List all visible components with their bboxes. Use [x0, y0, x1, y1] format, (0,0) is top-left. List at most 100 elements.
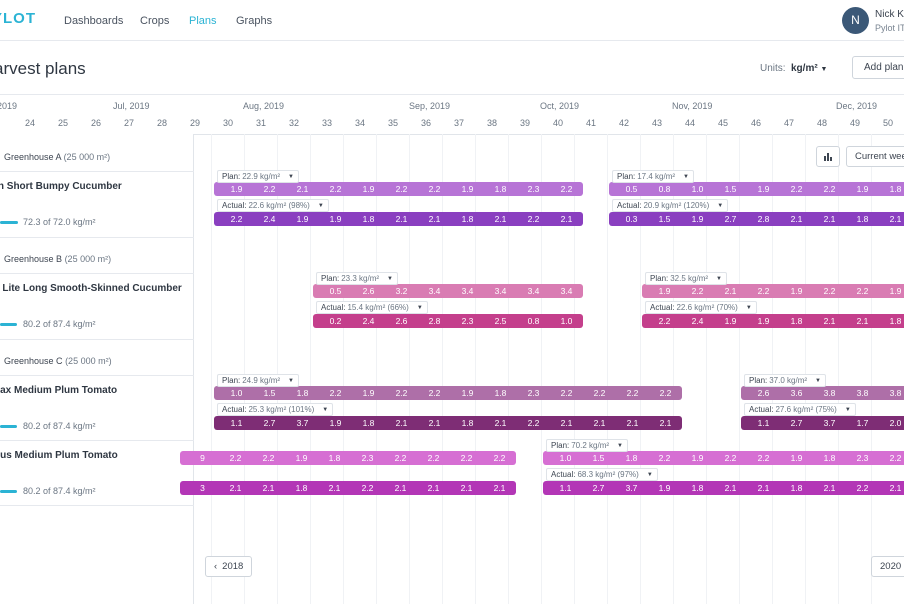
plan-total-dropdown[interactable]: Plan: 22.9 kg/m² ▼ [217, 170, 299, 183]
actual-key: Actual: [617, 201, 642, 210]
actual-bar[interactable]: 0.3 1.5 1.9 2.7 2.8 2.1 2.1 1.8 2.1 [609, 212, 904, 226]
actual-value: 22.6 kg/m² (98%) [248, 201, 310, 210]
bar-cell-value: 1.8 [362, 214, 375, 224]
bar-cell-value: 1.9 [362, 184, 375, 194]
plan-total-dropdown[interactable]: Plan: 32.5 kg/m² ▼ [645, 272, 727, 285]
actual-total-dropdown[interactable]: Actual: 20.9 kg/m² (120%) ▼ [612, 199, 729, 212]
app-logo[interactable]: YLOT [0, 10, 36, 27]
plan-total-dropdown[interactable]: Plan: 70.2 kg/m² ▼ [546, 439, 628, 452]
week-label: 40 [552, 118, 563, 128]
plan-bar[interactable]: 1.9 2.2 2.1 2.2 1.9 2.2 2.2 1.9 [642, 284, 904, 298]
bar-cell-value: 3.4 [527, 286, 540, 296]
actual-bar[interactable]: 0.2 2.4 2.6 2.8 2.3 2.5 0.8 1.0 [313, 314, 583, 328]
actual-bar[interactable]: 1.1 2.7 3.7 1.9 1.8 2.1 2.1 1.8 2.1 2.2 2.1 [543, 481, 904, 495]
bar-cell-value: 2.2 [395, 184, 408, 194]
bar-cell-value: 2.2 [428, 184, 441, 194]
actual-bar[interactable]: 1.1 2.7 3.7 1.9 1.8 2.1 2.1 1.8 2.1 2.2 2.1 2.1 2.1 2… [214, 416, 682, 430]
plan-total-dropdown[interactable]: Plan: 37.0 kg/m² ▼ [744, 374, 826, 387]
bar-cell-value: 2.2 [658, 453, 671, 463]
actual-value: 27.6 kg/m² (75%) [775, 405, 837, 414]
plan-bar[interactable]: 0.5 2.6 3.2 3.4 3.4 3.4 3.4 3.4 [313, 284, 583, 298]
bar-cell-value: 1.8 [691, 483, 704, 493]
bar-cell-value: 1.9 [362, 388, 375, 398]
bar-cell-value: 2.1 [856, 316, 869, 326]
bar-cell-value: 2.6 [362, 286, 375, 296]
caret-down-icon: ▼ [815, 377, 821, 384]
plan-bar[interactable]: 1.9 2.2 2.1 2.2 1.9 2.2 2.2 1.9 1.8 2.3 2.2 [214, 182, 583, 196]
prev-year-label: 2018 [222, 561, 244, 572]
plan-total-dropdown[interactable]: Plan: 24.9 kg/m² ▼ [217, 374, 299, 387]
actual-total-dropdown[interactable]: Actual: 15.4 kg/m² (66%) ▼ [316, 301, 428, 314]
bar-cell-value: 1.9 [296, 214, 309, 224]
bar-cell-value: 1.9 [658, 483, 671, 493]
user-name[interactable]: Nick K. [875, 9, 904, 20]
week-gridline [706, 134, 707, 604]
crop-name[interactable]: nax Medium Plum Tomato [0, 385, 118, 396]
units-select[interactable]: kg/m² ▼ [791, 63, 827, 74]
actual-bar[interactable]: 1.1 2.7 3.7 1.7 2.0 [741, 416, 904, 430]
bar-cell-value: 2.1 [724, 483, 737, 493]
avatar[interactable]: N [842, 7, 869, 34]
timeline-divider [0, 134, 904, 135]
bar-cell-value: 1.8 [790, 483, 803, 493]
plan-value: 37.0 kg/m² [769, 376, 808, 385]
bar-cell-value: 2.1 [560, 214, 573, 224]
plan-bar[interactable]: 9 2.2 2.2 1.9 1.8 2.3 2.2 2.2 2.2 2.2 [180, 451, 516, 465]
actual-total-dropdown[interactable]: Actual: 68.3 kg/m² (97%) ▼ [546, 468, 658, 481]
plan-bar[interactable]: 2.6 3.6 3.8 3.8 3.8 [741, 386, 904, 400]
week-gridline [277, 134, 278, 604]
chart-view-button[interactable] [816, 146, 840, 167]
week-label: 44 [684, 118, 695, 128]
user-org: Pylot IT [875, 23, 904, 33]
actual-total-dropdown[interactable]: Actual: 22.6 kg/m² (98%) ▼ [217, 199, 329, 212]
prev-year-button[interactable]: ‹ 2018 [205, 556, 253, 577]
caret-down-icon: ▼ [683, 173, 689, 180]
bar-cell-value: 2.1 [889, 214, 902, 224]
plan-bar[interactable]: 1.0 1.5 1.8 2.2 1.9 2.2 2.2 1.9 1.8 2.3 2.2 [543, 451, 904, 465]
bar-cell-value: 1.5 [592, 453, 605, 463]
plan-total-dropdown[interactable]: Plan: 17.4 kg/m² ▼ [612, 170, 694, 183]
nav-plans[interactable]: Plans [189, 15, 217, 27]
nav-graphs[interactable]: Graphs [236, 15, 273, 27]
nav-crops[interactable]: Crops [140, 15, 170, 27]
plan-key: Plan: [222, 172, 241, 181]
week-label: 45 [717, 118, 728, 128]
caret-down-icon: ▼ [288, 173, 294, 180]
nav-dashboards[interactable]: Dashboards [64, 15, 124, 27]
actual-bar[interactable]: 2.2 2.4 1.9 1.9 1.8 2.1 2.1 1.8 [642, 314, 904, 328]
crop-name[interactable]: nus Medium Plum Tomato [0, 450, 118, 461]
actual-bar[interactable]: 3 2.1 2.1 1.8 2.1 2.2 2.1 2.1 2.1 2.1 [180, 481, 516, 495]
actual-total-dropdown[interactable]: Actual: 27.6 kg/m² (75%) ▼ [744, 403, 856, 416]
add-plan-button[interactable]: Add plan [852, 56, 904, 79]
current-week-button[interactable]: Current wee [846, 146, 904, 167]
bar-cell-value: 1.9 [461, 184, 474, 194]
week-gridline [574, 134, 575, 604]
bar-cell-value: 1.9 [757, 184, 770, 194]
plan-total-dropdown[interactable]: Plan: 23.3 kg/m² ▼ [316, 272, 398, 285]
bar-cell-value: 2.2 [329, 388, 342, 398]
bar-cell-value: 2.2 [428, 388, 441, 398]
bar-cell-value: 0.8 [527, 316, 540, 326]
actual-total-dropdown[interactable]: Actual: 25.3 kg/m² (101%) ▼ [217, 403, 334, 416]
crop-name[interactable]: rn Short Bumpy Cucumber [0, 181, 122, 192]
week-label: 24 [24, 118, 35, 128]
week-label: 34 [354, 118, 365, 128]
actual-total-dropdown[interactable]: Actual: 22.6 kg/m² (70%) ▼ [645, 301, 757, 314]
plan-key: Plan: [551, 441, 570, 450]
actual-bar[interactable]: 2.2 2.4 1.9 1.9 1.8 2.1 2.1 1.8 2.1 2.2 2.1 [214, 212, 583, 226]
plan-bar[interactable]: 1.0 1.5 1.8 2.2 1.9 2.2 2.2 1.9 1.8 2.3 2.2 2.2 2.2 2… [214, 386, 682, 400]
week-gridline [442, 134, 443, 604]
week-gridline [508, 134, 509, 604]
bar-cell-value: 1.1 [559, 483, 572, 493]
next-year-button[interactable]: 2020 [871, 556, 904, 577]
bar-cell-value: 1.0 [559, 453, 572, 463]
bar-cell-value: 1.5 [724, 184, 737, 194]
week-label: 27 [123, 118, 134, 128]
crop-name[interactable]: e Lite Long Smooth-Skinned Cucumber [0, 283, 182, 294]
bar-cell-value: 3.8 [889, 388, 902, 398]
plan-bar[interactable]: 0.5 0.8 1.0 1.5 1.9 2.2 2.2 1.9 1.8 [609, 182, 904, 196]
bar-cell-value: 2.3 [461, 316, 474, 326]
crop-progress-text: 80.2 of 87.4 kg/m² [23, 421, 96, 431]
bar-cell-value: 2.2 [229, 453, 242, 463]
bar-cell-value: 1.8 [625, 453, 638, 463]
